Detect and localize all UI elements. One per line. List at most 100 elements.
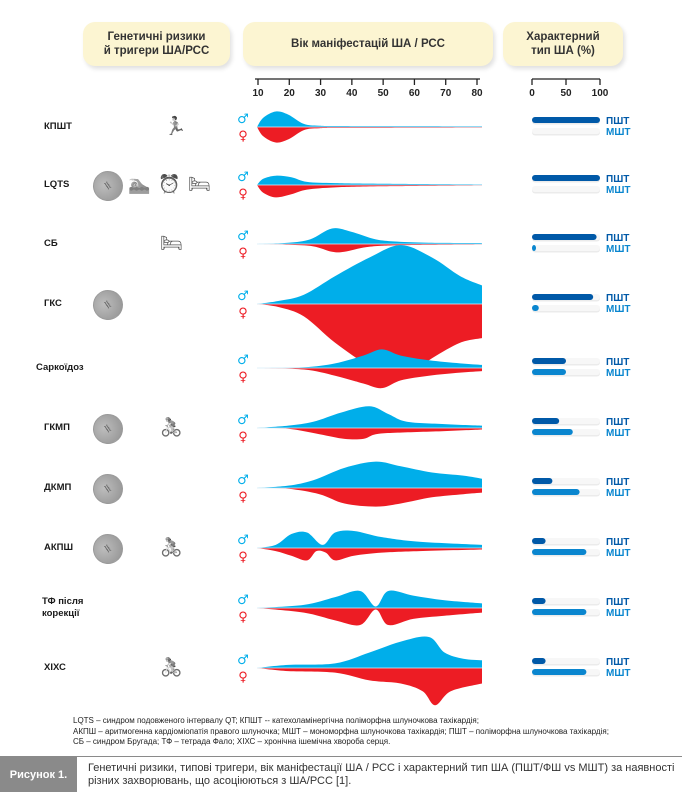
mst-bar-label: МШТ xyxy=(606,244,631,255)
mst-bar-label: МШТ xyxy=(606,127,631,138)
mst-bar-track xyxy=(532,305,600,311)
alarm-clock-icon: ⏰ xyxy=(158,174,181,195)
mst-bar-label: МШТ xyxy=(606,488,631,499)
female-symbol-icon: ♀ xyxy=(238,610,248,625)
male-symbol-icon: ♂ xyxy=(237,112,249,127)
male-distribution-area xyxy=(257,175,482,185)
footnote-line: АКПШ – аритмогенна кардіоміопатія правог… xyxy=(73,726,609,736)
male-distribution-area xyxy=(257,406,482,428)
row-label: ГКМП xyxy=(44,422,70,433)
mst-bar-label: МШТ xyxy=(606,185,631,196)
header-genetic-risks: Генетичні ризики й тригери ША/РСС xyxy=(83,22,230,66)
sleeping-icon: 🛏 xyxy=(188,174,211,195)
pst-bar-fill xyxy=(532,418,560,424)
male-symbol-icon: ♂ xyxy=(237,353,249,368)
chart-canvas: 10 20 30 40 50 60 70 80 0 50 100♂♀ПШТМШТ♂♀ПШТМШТ♂♀… xyxy=(237,78,631,706)
female-symbol-icon: ♀ xyxy=(238,430,248,445)
male-symbol-icon: ♂ xyxy=(237,170,249,185)
male-distribution-area xyxy=(257,349,482,368)
sleeping-icon: 🛏 xyxy=(160,233,183,254)
pst-bar-label: ПШТ xyxy=(606,357,629,368)
mst-bar-track xyxy=(532,186,600,192)
mst-bar-label: МШТ xyxy=(606,428,631,439)
mst-bar-label: МШТ xyxy=(606,668,631,679)
mst-bar-fill xyxy=(532,429,573,435)
caption-text: Генетичні ризики, типові тригери, вік ма… xyxy=(88,762,675,787)
footnote: LQTS – синдром подовженого інтервалу QT;… xyxy=(73,716,673,748)
age-axis-tick-label: 70 xyxy=(440,88,452,99)
row-label: Саркоїдоз xyxy=(36,362,84,373)
age-axis-tick-label: 80 xyxy=(471,88,483,99)
female-symbol-icon: ♀ xyxy=(238,550,248,565)
mst-bar-fill xyxy=(532,305,539,311)
row-label: АКПШ xyxy=(44,542,74,553)
mst-bar-label: МШТ xyxy=(606,368,631,379)
male-distribution-area xyxy=(257,111,482,127)
male-symbol-icon: ♂ xyxy=(237,289,249,304)
row-label: ДКМП xyxy=(44,482,72,493)
pst-bar-label: ПШТ xyxy=(606,537,629,548)
header-arrhythmia-type: Характерний тип ША (%) xyxy=(503,22,623,66)
cycling-icon: 🚴 xyxy=(160,657,183,678)
mst-bar-fill xyxy=(532,549,587,555)
mst-bar-fill xyxy=(532,609,587,615)
female-distribution-area xyxy=(257,488,482,507)
mst-bar-fill xyxy=(532,369,566,375)
pst-bar-fill xyxy=(532,598,546,604)
header-genetic-risks-text: Генетичні ризики й тригери ША/РСС xyxy=(103,31,210,57)
pst-bar-fill xyxy=(532,294,594,300)
age-axis-tick-label: 20 xyxy=(284,88,296,99)
type-axis-tick-label: 0 xyxy=(529,88,535,99)
swimming-icon: 🏊 xyxy=(128,174,151,195)
row-label: LQTS xyxy=(44,179,70,190)
female-distribution-area xyxy=(257,548,482,561)
mst-bar-label: МШТ xyxy=(606,304,631,315)
pst-bar-fill xyxy=(532,117,600,123)
age-axis-tick-label: 50 xyxy=(378,88,390,99)
pst-bar-label: ПШТ xyxy=(606,116,629,127)
pst-bar-label: ПШТ xyxy=(606,417,629,428)
male-symbol-icon: ♂ xyxy=(237,593,249,608)
female-symbol-icon: ♀ xyxy=(238,370,248,385)
header-type-text: Характерний тип ША (%) xyxy=(526,31,600,57)
pst-bar-fill xyxy=(532,658,546,664)
cycling-icon: 🚴 xyxy=(160,537,183,558)
female-distribution-area xyxy=(257,244,482,253)
mst-bar-fill xyxy=(532,489,580,495)
female-distribution-area xyxy=(257,368,482,389)
female-symbol-icon: ♀ xyxy=(238,670,248,685)
age-axis-tick-label: 60 xyxy=(409,88,421,99)
type-axis-tick-label: 100 xyxy=(592,88,609,99)
row-label: ХІХС xyxy=(44,662,66,673)
male-symbol-icon: ♂ xyxy=(237,229,249,244)
footnote-line: СБ – синдром Бругада; ТФ – тетрада Фало;… xyxy=(73,737,391,746)
pst-bar-track xyxy=(532,598,600,604)
male-symbol-icon: ♂ xyxy=(237,653,249,668)
male-distribution-area xyxy=(257,461,482,488)
pst-bar-track xyxy=(532,658,600,664)
caption-label: Рисунок 1. xyxy=(0,757,77,792)
female-symbol-icon: ♀ xyxy=(238,246,248,261)
age-axis-tick-label: 40 xyxy=(346,88,358,99)
mst-bar-track xyxy=(532,128,600,134)
header-age-text: Вік маніфестацій ША / РСС xyxy=(291,38,445,50)
female-symbol-icon: ♀ xyxy=(238,187,248,202)
pst-bar-label: ПШТ xyxy=(606,174,629,185)
female-distribution-area xyxy=(257,428,482,440)
female-distribution-area xyxy=(257,668,482,706)
pst-bar-label: ПШТ xyxy=(606,597,629,608)
male-symbol-icon: ♂ xyxy=(237,473,249,488)
mst-bar-track xyxy=(532,245,600,251)
female-distribution-area xyxy=(257,608,482,626)
mst-bar-label: МШТ xyxy=(606,608,631,619)
pst-bar-fill xyxy=(532,538,546,544)
row-label: ТФ після корекції xyxy=(42,596,84,619)
male-distribution-area xyxy=(257,245,482,304)
male-distribution-area xyxy=(257,228,482,244)
